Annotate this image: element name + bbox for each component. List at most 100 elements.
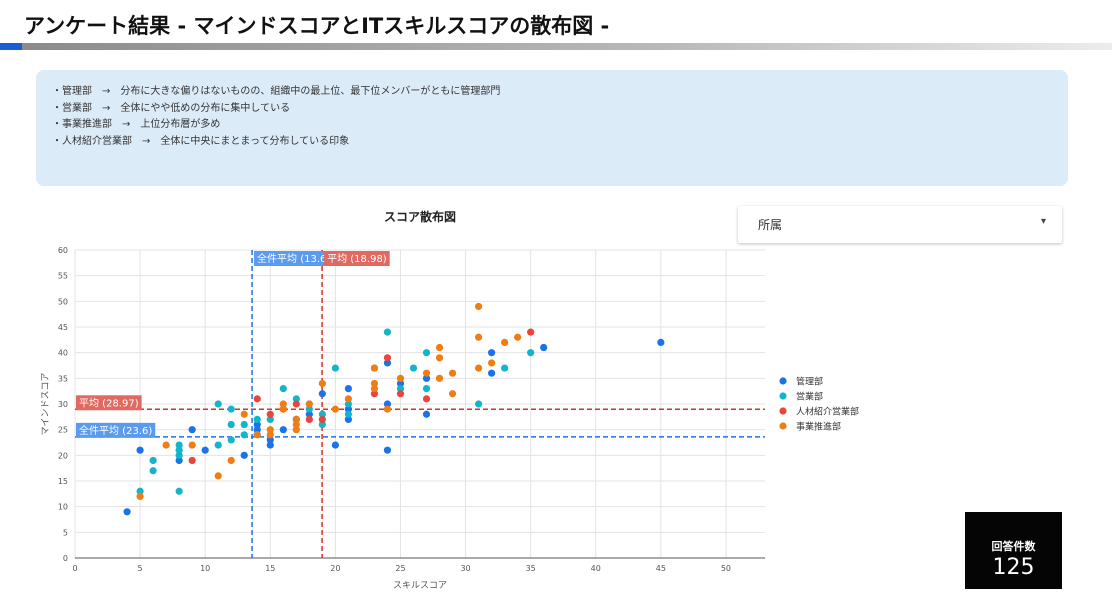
data-point <box>435 374 444 382</box>
data-point <box>396 374 405 382</box>
reference-line-label-bg <box>76 422 156 438</box>
legend-marker <box>779 407 787 415</box>
data-point <box>527 328 535 336</box>
data-point <box>305 400 313 408</box>
data-point <box>279 385 287 393</box>
reference-line-label: 全件平均 (13.6) <box>257 252 330 265</box>
data-point <box>370 379 379 388</box>
data-point <box>266 426 274 434</box>
legend-marker <box>779 392 787 400</box>
data-point <box>370 364 379 372</box>
notes-item: ・営業部 → 全体にやや低めの分布に集中している <box>52 102 291 114</box>
data-point <box>305 415 313 423</box>
y-tick-label: 35 <box>58 374 68 383</box>
data-point <box>162 441 170 449</box>
data-point <box>422 369 431 377</box>
data-point <box>448 369 457 377</box>
reference-line-label: 平均 (28.97) <box>79 397 139 409</box>
y-tick-label: 60 <box>58 246 68 255</box>
data-point <box>227 420 235 429</box>
data-point <box>214 441 222 449</box>
data-point <box>136 446 144 454</box>
data-point <box>318 410 326 418</box>
data-point <box>501 338 509 346</box>
legend-label: 事業推進部 <box>796 421 841 433</box>
data-point <box>488 369 496 377</box>
data-point <box>318 420 326 429</box>
reference-line-label: 平均 (18.98) <box>327 253 387 265</box>
data-point <box>240 420 248 429</box>
data-point <box>318 379 326 388</box>
chart-title: スコア散布図 <box>384 209 456 224</box>
data-point <box>266 441 274 449</box>
data-point <box>292 395 300 403</box>
x-tick-label: 45 <box>656 564 666 573</box>
data-point <box>448 390 457 398</box>
data-point <box>370 390 379 398</box>
data-point <box>136 487 144 495</box>
data-point <box>435 343 444 352</box>
data-point <box>383 400 392 408</box>
department-filter-dropdown[interactable]: 所属 ▾ <box>738 206 1062 243</box>
reference-line-label-bg <box>76 395 142 411</box>
data-point <box>422 385 431 393</box>
data-point <box>474 400 483 408</box>
y-tick-label: 5 <box>63 528 68 537</box>
data-point <box>292 420 300 429</box>
notes-list: ・管理部 → 分布に大きな偏りはないものの、組織中の最上位、最下位メンバーがとも… <box>36 70 1068 150</box>
data-point <box>253 431 261 439</box>
data-point <box>422 395 431 403</box>
data-point <box>175 446 183 454</box>
y-tick-label: 55 <box>58 272 68 281</box>
notes-item: ・管理部 → 分布に大きな偏りはないものの、組織中の最上位、最下位メンバーがとも… <box>52 86 501 97</box>
legend-marker <box>779 377 787 385</box>
data-point <box>344 415 352 423</box>
data-point <box>331 364 339 372</box>
department-filter-label: 所属 <box>758 218 783 232</box>
data-point <box>305 410 313 418</box>
x-axis-title: スキルスコア <box>393 581 447 591</box>
x-tick-label: 30 <box>460 564 470 573</box>
data-point <box>240 410 248 418</box>
data-point <box>383 328 392 336</box>
data-point <box>253 415 261 423</box>
reference-line-label: 全件平均 (23.6) <box>79 424 152 437</box>
response-count-card: 回答件数 125 <box>965 512 1062 589</box>
data-point <box>331 405 339 413</box>
response-count-value: 125 <box>992 555 1035 580</box>
data-point <box>383 405 392 413</box>
data-point <box>527 349 535 357</box>
data-point <box>383 359 392 367</box>
x-tick-label: 0 <box>72 564 77 573</box>
legend-label: 営業部 <box>796 391 823 403</box>
data-point <box>435 354 444 362</box>
data-point <box>383 354 392 362</box>
x-tick-label: 10 <box>200 564 210 573</box>
data-point <box>149 467 157 475</box>
data-point <box>344 410 352 418</box>
data-point <box>266 410 274 418</box>
data-point <box>227 456 235 465</box>
y-tick-label: 20 <box>58 451 68 460</box>
title-divider-accent <box>0 43 22 50</box>
legend-label: 管理部 <box>796 376 823 388</box>
y-tick-label: 40 <box>58 349 68 358</box>
data-point <box>253 426 261 434</box>
x-tick-label: 20 <box>330 564 340 573</box>
y-tick-label: 25 <box>58 426 68 435</box>
data-point <box>474 364 483 372</box>
data-point <box>422 410 431 418</box>
page-title: アンケート結果 - マインドスコアとITスキルスコアの散布図 - <box>24 14 610 38</box>
title-divider <box>0 43 1112 50</box>
y-tick-label: 10 <box>58 503 68 512</box>
y-tick-label: 50 <box>58 297 68 306</box>
data-point <box>240 451 248 459</box>
data-point <box>266 436 274 444</box>
data-point <box>214 472 222 480</box>
scatter-chart: スコア散布図 0 5 10 15 20 25 30 35 40 45 50 55 60 0 5 10 15 20 25… <box>41 209 859 591</box>
data-point <box>370 385 379 393</box>
y-tick-label: 0 <box>63 554 68 563</box>
data-point <box>227 405 235 413</box>
data-point <box>331 441 339 449</box>
data-point <box>409 364 418 372</box>
